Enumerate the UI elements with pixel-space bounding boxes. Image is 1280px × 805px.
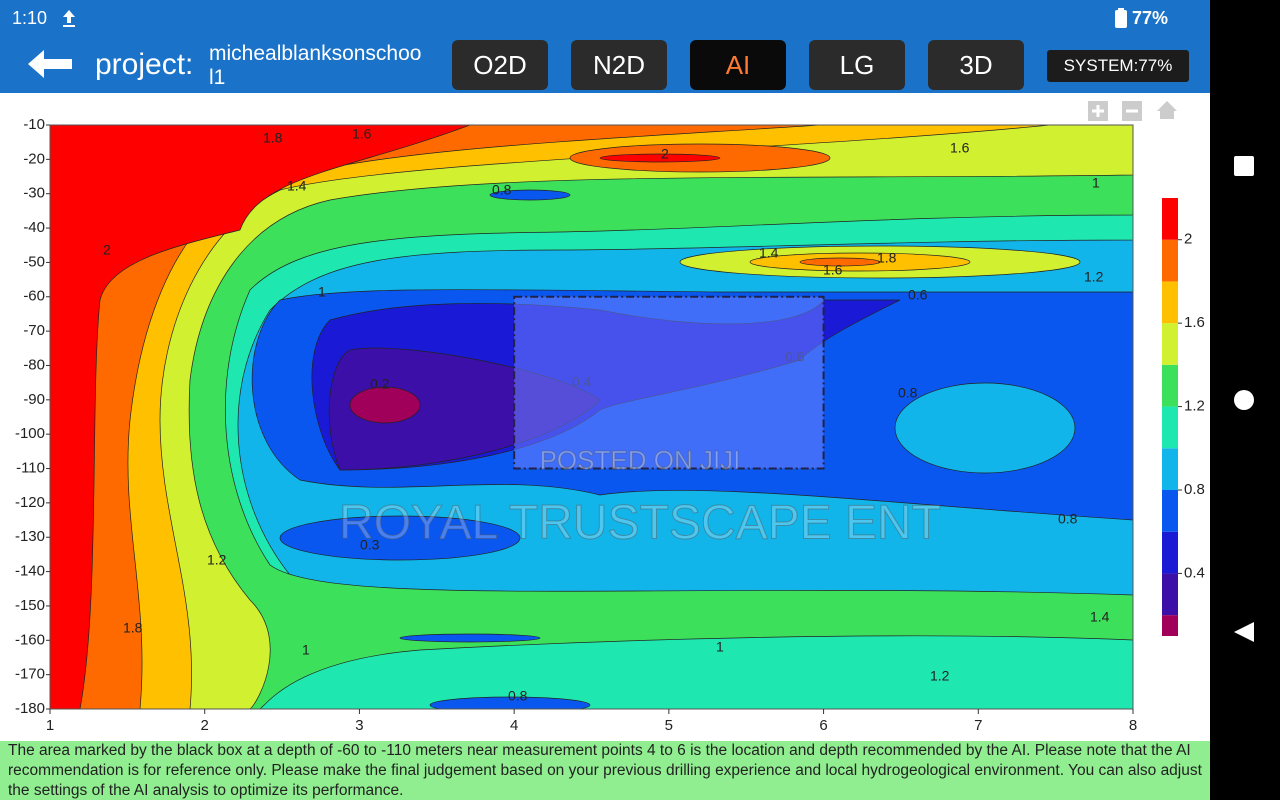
- contour-label: 1.4: [759, 245, 779, 261]
- y-tick-label: -30: [23, 185, 45, 202]
- contour-label: 0.8: [1058, 511, 1078, 527]
- nav-bar: [1210, 0, 1280, 800]
- y-tick-label: -150: [15, 597, 45, 614]
- contour-label: 0.8: [898, 385, 918, 401]
- y-tick-label: -140: [15, 563, 45, 580]
- tab[interactable]: O2D: [452, 40, 548, 90]
- x-tick-label: 5: [665, 717, 673, 734]
- contour-label: 1.4: [287, 178, 307, 194]
- tab[interactable]: AI: [690, 40, 786, 90]
- upload-icon: [63, 10, 75, 27]
- colorbar-tick-label: 2: [1184, 231, 1192, 248]
- colorbar-band: [1162, 531, 1178, 574]
- colorbar-band: [1162, 615, 1178, 636]
- top-bar: 1:10 77% project: michealblanksonschool1…: [0, 0, 1210, 93]
- contour-label: 1.8: [877, 250, 897, 266]
- x-tick-label: 6: [819, 717, 827, 734]
- y-tick-label: -100: [15, 425, 45, 442]
- colorbar-band: [1162, 573, 1178, 616]
- toolbar: [1088, 101, 1177, 121]
- contour-label: 1: [716, 639, 724, 655]
- battery-icon: [1115, 8, 1127, 28]
- x-tick-label: 2: [201, 717, 209, 734]
- contour-label: 0.8: [508, 688, 528, 704]
- y-tick-label: -110: [16, 459, 45, 476]
- watermark: ROYAL TRUSTSCAPE ENT: [339, 497, 941, 550]
- project-label: project:: [95, 48, 194, 81]
- contour-label: 1.6: [823, 262, 843, 278]
- y-tick-label: -120: [15, 494, 45, 511]
- contour-label: 1.4: [1090, 609, 1110, 625]
- contour-label: 0.3: [360, 537, 380, 553]
- contour-labels: 1.8 1.6 2 1.6 1.4 0.8 1 2 1.4 1.8 1.6 1.…: [103, 126, 1110, 704]
- x-tick-label: 1: [46, 717, 54, 734]
- y-tick-label: -20: [23, 150, 45, 167]
- watermark: POSTED ON JIJI: [540, 445, 741, 475]
- status-battery: 77%: [1132, 8, 1169, 28]
- home-button[interactable]: [1234, 390, 1254, 410]
- contour-label: 1.8: [123, 620, 143, 636]
- system-status: SYSTEM:77%: [1047, 50, 1189, 82]
- colorbar-tick-label: 0.8: [1184, 481, 1205, 498]
- colorbar-band: [1162, 364, 1178, 407]
- chart: 1.8 1.6 2 1.6 1.4 0.8 1 2 1.4 1.8 1.6 1.…: [15, 101, 1205, 734]
- x-tick-label: 8: [1129, 717, 1137, 734]
- contour-label: 1.2: [207, 552, 227, 568]
- colorbar-band: [1162, 281, 1178, 324]
- y-tick-label: -40: [23, 219, 45, 236]
- project-name: michealblanksonschool1: [209, 42, 422, 89]
- contour-label: 1.2: [930, 668, 950, 684]
- back-button[interactable]: [28, 50, 72, 78]
- tab[interactable]: LG: [809, 40, 905, 90]
- contour-label: 1: [302, 642, 310, 658]
- reset-button[interactable]: [1157, 101, 1177, 119]
- y-tick-label: -10: [23, 116, 45, 133]
- y-tick-label: -70: [23, 322, 45, 339]
- contour-label: 0.2: [370, 376, 390, 392]
- contour-label: 2: [661, 146, 669, 162]
- ai-note: The area marked by the black box at a de…: [0, 741, 1210, 800]
- x-tick-label: 7: [974, 717, 982, 734]
- y-tick-label: -50: [23, 253, 45, 270]
- contour-label: 1.6: [352, 126, 372, 142]
- colorbar-tick-label: 1.2: [1184, 398, 1205, 415]
- contour-label: 1.6: [950, 140, 970, 156]
- colorbar-band: [1162, 239, 1178, 282]
- tab[interactable]: 3D: [928, 40, 1024, 90]
- y-tick-label: -60: [23, 288, 45, 305]
- colorbar-band: [1162, 490, 1178, 532]
- plot-frame: [49, 124, 1134, 710]
- contour-label: 0.8: [492, 182, 512, 198]
- y-tick-label: -170: [15, 666, 45, 683]
- ai-box: [513, 295, 825, 470]
- status-time: 1:10: [12, 8, 48, 28]
- colorbar-band: [1162, 448, 1178, 490]
- contour-label: 1.2: [1084, 269, 1104, 285]
- nav-icons: [1234, 156, 1254, 642]
- contour-label: 1: [318, 284, 326, 300]
- x-tick-label: 3: [355, 717, 363, 734]
- recent-button[interactable]: [1234, 156, 1254, 176]
- tab[interactable]: N2D: [571, 40, 667, 90]
- y-tick-label: -80: [23, 356, 45, 373]
- contour-label: 1.8: [263, 130, 283, 146]
- contour-label: 2: [103, 242, 111, 258]
- back-nav-button[interactable]: [1234, 622, 1254, 642]
- colorbar-tick-label: 0.4: [1184, 564, 1205, 581]
- colorbar-band: [1162, 198, 1178, 240]
- contour-label: 1: [1092, 175, 1100, 191]
- colorbar-band: [1162, 323, 1178, 365]
- y-tick-label: -180: [15, 700, 45, 717]
- colorbar-band: [1162, 406, 1178, 449]
- x-tick-label: 4: [510, 717, 518, 734]
- y-tick-label: -160: [15, 631, 45, 648]
- colorbar-tick-label: 1.6: [1184, 314, 1205, 331]
- contour-label: 0.6: [908, 287, 928, 303]
- y-tick-label: -130: [15, 528, 45, 545]
- y-tick-label: -90: [23, 391, 45, 408]
